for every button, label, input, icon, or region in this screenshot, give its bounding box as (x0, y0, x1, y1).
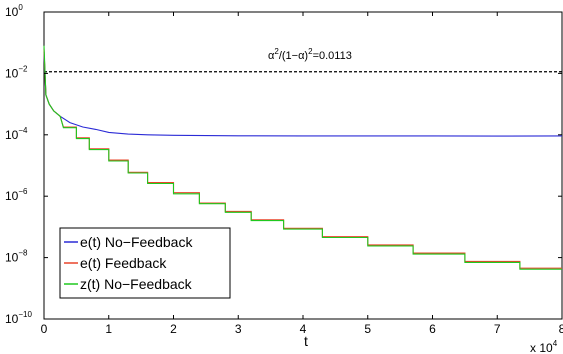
legend-label-2: e(t) Feedback (80, 255, 167, 271)
x-tick-label: 3 (235, 322, 242, 336)
series-line-2 (43, 49, 562, 269)
x-tick-label: 7 (494, 322, 501, 336)
legend: e(t) No−Feedback e(t) Feedback z(t) No−Fee… (59, 227, 231, 299)
x-tick-label: 2 (170, 322, 177, 336)
x-tick-label: 5 (364, 322, 371, 336)
series-group (43, 45, 563, 270)
y-tick-label: 10−2 (5, 64, 28, 80)
y-tick-label: 10−6 (5, 187, 28, 203)
x-axis-label: t (304, 333, 308, 349)
x-multiplier-label: x 104 (530, 339, 558, 354)
x-tick-label: 8 (559, 322, 563, 336)
x-tick-label: 4 (300, 322, 307, 336)
x-tick-label: 6 (429, 322, 436, 336)
y-tick-label: 10−4 (5, 126, 28, 142)
legend-label-1: e(t) No−Feedback (80, 234, 193, 250)
y-tick-label: 10−10 (5, 310, 32, 326)
x-tick-label: 1 (105, 322, 112, 336)
series-line-3 (43, 45, 562, 270)
legend-box (59, 227, 231, 299)
reference-line-group: α2/(1−α)2=0.0113 (44, 47, 562, 73)
tick-group: 0 1 2 3 4 5 6 7 8 10−10 10−8 10−6 10−4 10−2 100 (5, 3, 563, 336)
legend-label-3: z(t) No−Feedback (80, 276, 193, 292)
x-multiplier: x 104 (530, 339, 558, 354)
y-tick-label: 100 (5, 3, 23, 19)
y-tick-label: 10−8 (5, 249, 28, 265)
reference-line-label: α2/(1−α)2=0.0113 (268, 47, 352, 62)
x-tick-label: 0 (41, 322, 48, 336)
